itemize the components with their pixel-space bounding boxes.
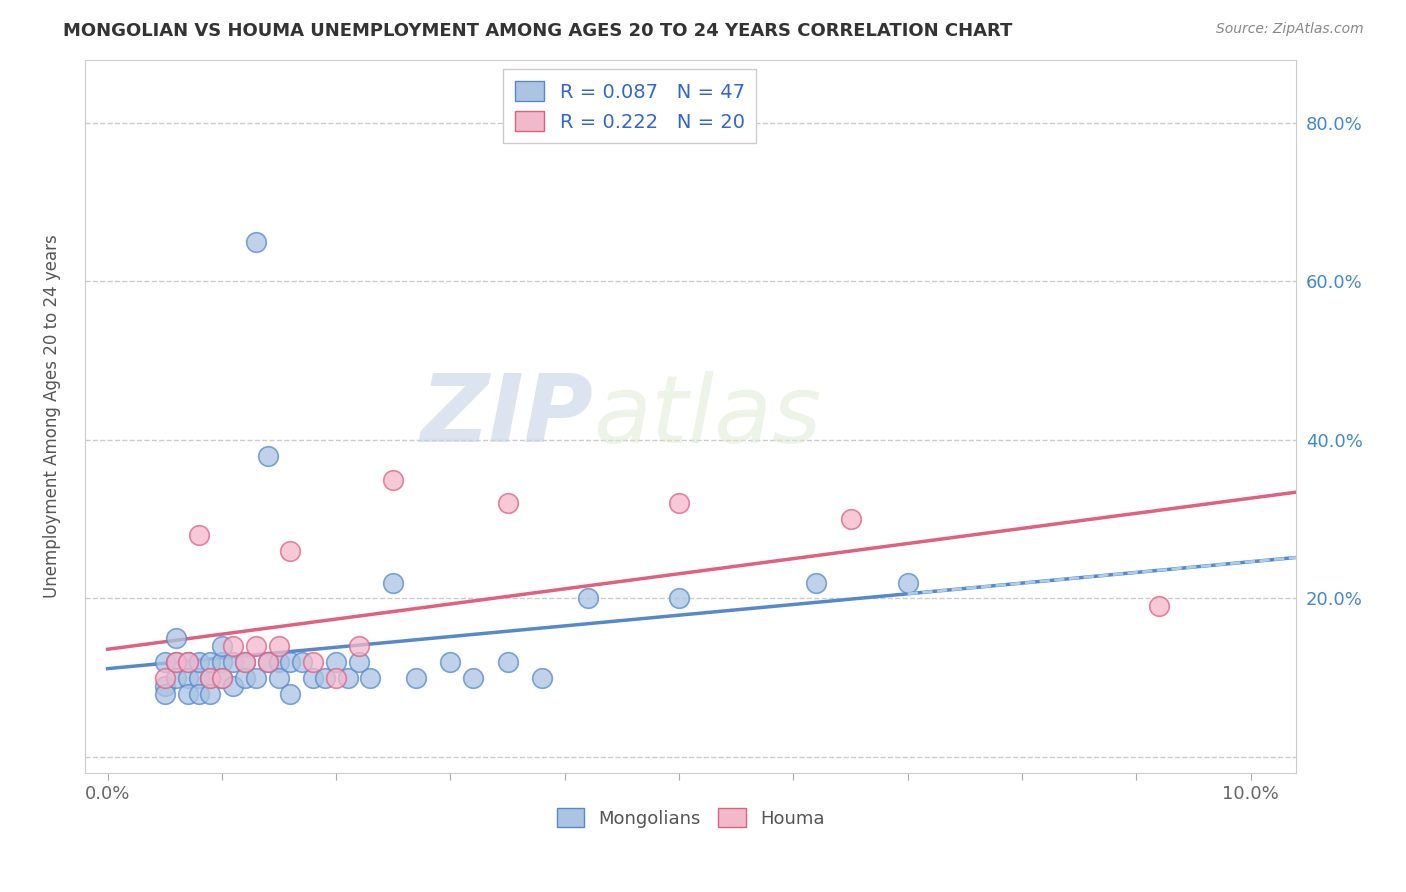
Point: [188, 655, 211, 669]
Point: [153, 686, 176, 700]
Point: [153, 679, 176, 693]
Point: [176, 671, 198, 685]
Text: Source: ZipAtlas.com: Source: ZipAtlas.com: [1216, 22, 1364, 37]
Point: [1147, 599, 1170, 614]
Point: [302, 655, 325, 669]
Point: [211, 655, 233, 669]
Point: [256, 655, 278, 669]
Point: [280, 655, 302, 669]
Point: [806, 575, 828, 590]
Point: [302, 671, 325, 685]
Point: [233, 655, 256, 669]
Point: [233, 655, 256, 669]
Point: [576, 591, 599, 606]
Point: [165, 671, 187, 685]
Point: [222, 655, 245, 669]
Point: [153, 655, 176, 669]
Point: [200, 671, 222, 685]
Point: [222, 639, 245, 653]
Point: [165, 655, 187, 669]
Point: [188, 528, 211, 542]
Point: [200, 686, 222, 700]
Point: [267, 671, 290, 685]
Point: [233, 671, 256, 685]
Point: [347, 639, 370, 653]
Point: [325, 655, 347, 669]
Point: [382, 575, 405, 590]
Point: [245, 235, 267, 249]
Point: [165, 655, 187, 669]
Text: ZIP: ZIP: [420, 370, 593, 462]
Point: [267, 639, 290, 653]
Point: [496, 496, 519, 510]
Point: [439, 655, 461, 669]
Point: [314, 671, 336, 685]
Point: [291, 655, 314, 669]
Point: [200, 671, 222, 685]
Point: [176, 655, 198, 669]
Point: [496, 655, 519, 669]
Point: [668, 591, 690, 606]
Point: [530, 671, 553, 685]
Y-axis label: Unemployment Among Ages 20 to 24 years: Unemployment Among Ages 20 to 24 years: [44, 235, 60, 598]
Point: [347, 655, 370, 669]
Point: [256, 449, 278, 463]
Point: [325, 671, 347, 685]
Point: [153, 671, 176, 685]
Point: [200, 655, 222, 669]
Point: [897, 575, 920, 590]
Point: [405, 671, 427, 685]
Point: [211, 639, 233, 653]
Point: [188, 686, 211, 700]
Point: [280, 544, 302, 558]
Point: [267, 655, 290, 669]
Point: [256, 655, 278, 669]
Text: atlas: atlas: [593, 371, 823, 462]
Point: [165, 631, 187, 645]
Point: [382, 473, 405, 487]
Point: [839, 512, 862, 526]
Point: [188, 671, 211, 685]
Point: [176, 655, 198, 669]
Point: [245, 639, 267, 653]
Point: [211, 671, 233, 685]
Point: [280, 686, 302, 700]
Point: [336, 671, 359, 685]
Point: [222, 679, 245, 693]
Point: [668, 496, 690, 510]
Point: [463, 671, 485, 685]
Text: MONGOLIAN VS HOUMA UNEMPLOYMENT AMONG AGES 20 TO 24 YEARS CORRELATION CHART: MONGOLIAN VS HOUMA UNEMPLOYMENT AMONG AG…: [63, 22, 1012, 40]
Point: [245, 671, 267, 685]
Point: [359, 671, 381, 685]
Legend: Mongolians, Houma: Mongolians, Houma: [550, 801, 832, 835]
Point: [211, 671, 233, 685]
Point: [176, 686, 198, 700]
